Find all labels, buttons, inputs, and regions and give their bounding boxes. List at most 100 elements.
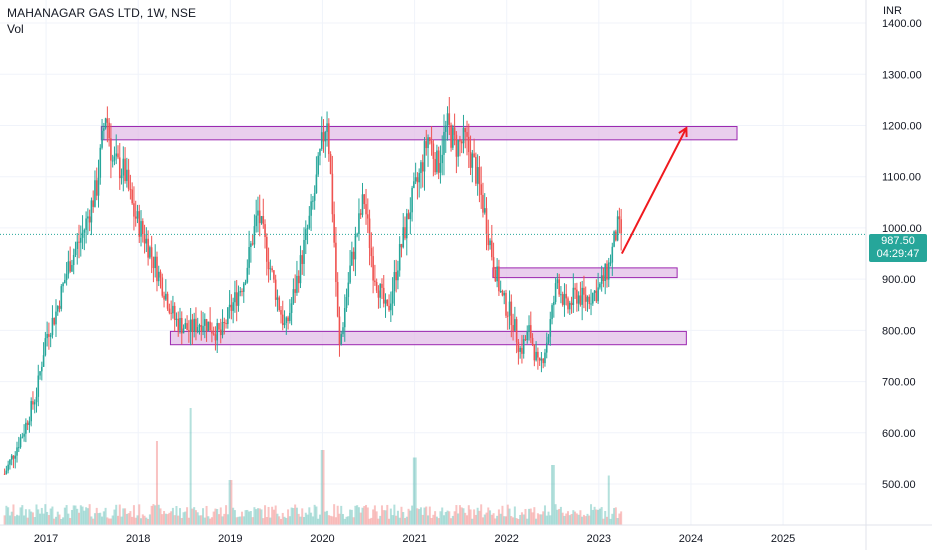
candle-body (397, 270, 399, 281)
candle-body (404, 227, 406, 239)
candle-body (574, 287, 576, 290)
price-axis[interactable]: 1400.00 1300.00 1200.00 1100.00 1000.00 900.0… (865, 0, 922, 550)
volume-bar (182, 512, 185, 525)
volume-bar (90, 516, 93, 525)
candle-body (391, 291, 394, 304)
time-axis[interactable]: 2017 2018 2019 2020 2021 2022 2023 2024 2025 (0, 524, 932, 545)
candle-body (331, 173, 334, 215)
volume-bar (136, 515, 139, 525)
volume-bar (613, 508, 616, 525)
candle-body (141, 221, 144, 234)
candles[interactable] (3, 97, 622, 475)
candle-body (78, 241, 80, 243)
volume-bar (428, 506, 431, 525)
candle-body (138, 211, 141, 237)
candle-body (189, 319, 192, 332)
volume-bar (483, 514, 486, 525)
time-tick-label: 2023 (587, 533, 611, 545)
volume-bar (294, 504, 297, 525)
volume-bar (513, 506, 516, 525)
volume-bar (58, 514, 61, 525)
volume-bar (8, 515, 11, 525)
candle-body (402, 227, 405, 248)
candle-body (126, 169, 128, 182)
candle-body (558, 279, 560, 295)
volume-bar (212, 511, 215, 525)
candle-body (609, 262, 612, 264)
candle-body (94, 180, 96, 207)
volume-bar (363, 506, 366, 525)
candle-body (480, 184, 482, 195)
volume-bar (519, 514, 522, 525)
volume-bar (501, 505, 504, 525)
candle-body (103, 128, 105, 131)
candle-body (306, 227, 309, 230)
candle-body (413, 181, 415, 188)
candle-body (124, 158, 126, 182)
volume-bar (343, 518, 346, 525)
candle-body (554, 283, 557, 302)
candle-body (72, 255, 75, 266)
candle-body (257, 210, 259, 216)
volume-bar (260, 509, 263, 525)
volume-bar (341, 514, 344, 525)
candle-body (301, 255, 304, 264)
time-tick-label: 2020 (310, 533, 334, 545)
candle-body (289, 312, 291, 322)
candle-body (56, 305, 59, 312)
symbol-title[interactable]: MAHANAGAR GAS LTD, 1W, NSE (7, 6, 197, 20)
volume-bar (242, 516, 245, 525)
candle-body (278, 297, 281, 311)
candle-body (462, 127, 465, 144)
volume-bar (356, 505, 359, 525)
candle-body (202, 325, 204, 332)
candle-body (485, 208, 488, 235)
volume-bar (457, 513, 460, 525)
volume-bar (313, 504, 316, 525)
candle-body (21, 436, 24, 438)
volume-bar (23, 515, 26, 525)
candle-body (620, 219, 622, 234)
candle-body (414, 177, 417, 182)
volume-bar (382, 510, 385, 525)
candle-body (303, 239, 305, 264)
volume-bar (35, 504, 38, 525)
volume-bar (207, 516, 210, 525)
volume-bar (292, 508, 295, 525)
candle-body (211, 330, 213, 334)
volume-bar (567, 511, 570, 525)
volume-bar (467, 505, 470, 525)
candle-body (111, 160, 114, 162)
volume-bar (147, 518, 150, 525)
time-tick-label: 2017 (34, 533, 58, 545)
volume-bar (380, 505, 383, 525)
volume-bar (191, 508, 194, 525)
volume-bar (462, 508, 465, 525)
zones[interactable] (100, 126, 738, 346)
volume-bar (611, 513, 614, 525)
volume-bar (536, 513, 539, 525)
volume-bar (524, 508, 527, 525)
volume-bar (163, 511, 166, 525)
candle-body (296, 275, 298, 293)
volume-bar (326, 510, 329, 525)
candle-body (568, 302, 571, 310)
candle-body (602, 275, 605, 281)
candle-body (599, 283, 601, 288)
volume-bar (140, 518, 143, 525)
volume-label[interactable]: Vol (7, 22, 24, 36)
candle-body (88, 216, 91, 223)
volume-bar (219, 507, 222, 525)
volume-bar (474, 514, 477, 525)
candle-body (149, 247, 151, 258)
volume-bar (588, 515, 591, 525)
volume-bar (230, 480, 233, 525)
volume-bar (359, 512, 362, 525)
volume-bar (134, 517, 137, 525)
volume-bar (256, 508, 259, 525)
projection-arrow[interactable] (620, 126, 688, 254)
candle-body (538, 357, 541, 361)
candle-body (423, 141, 426, 172)
